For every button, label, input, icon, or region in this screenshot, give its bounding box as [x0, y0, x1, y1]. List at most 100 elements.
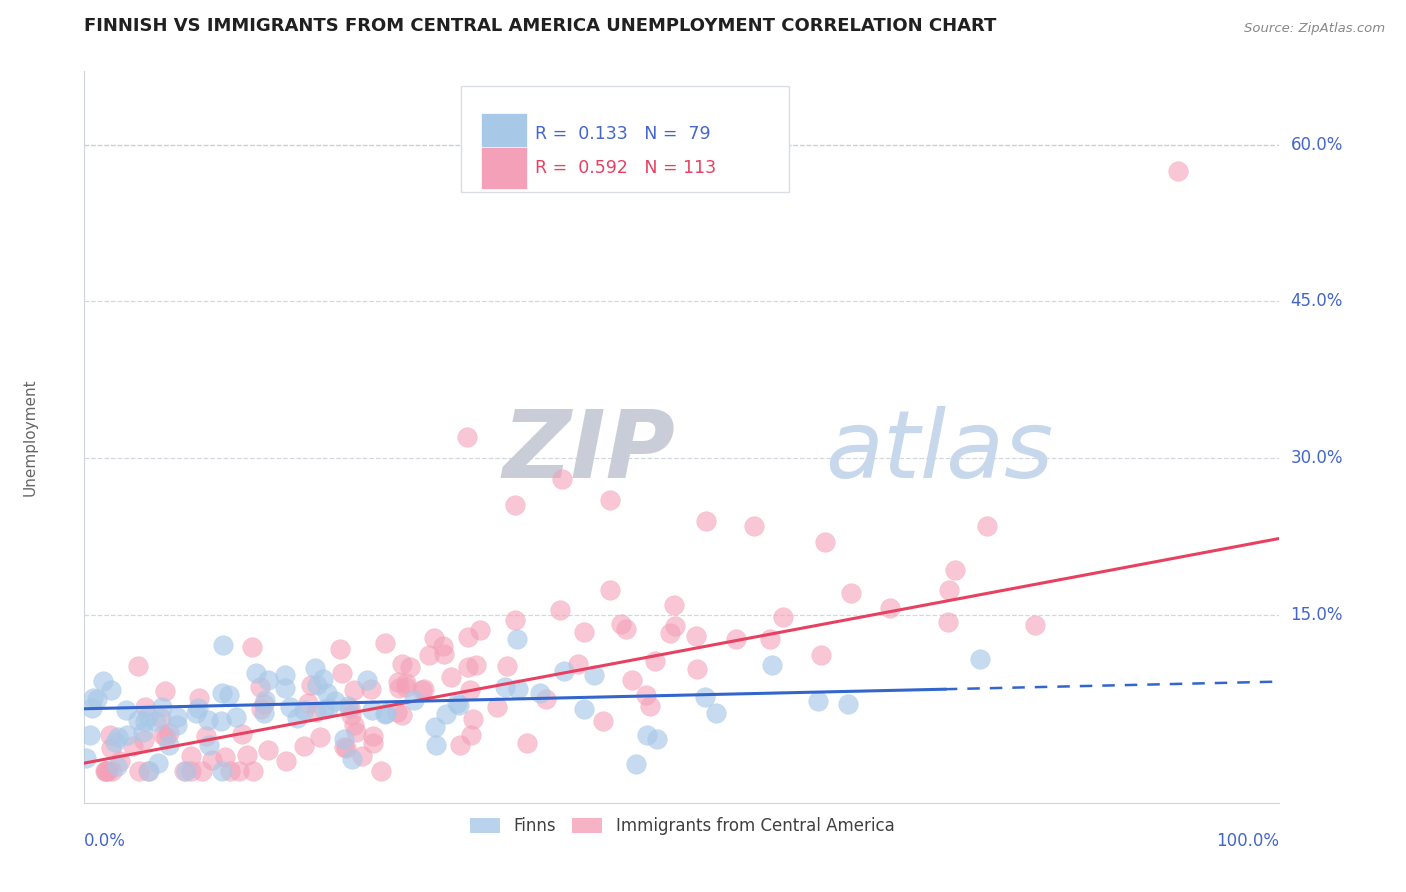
Point — [86, 691, 108, 706]
Point — [470, 623, 492, 637]
Text: 15.0%: 15.0% — [1291, 606, 1343, 624]
Text: 0.0%: 0.0% — [84, 832, 127, 850]
Point — [402, 692, 425, 706]
Point — [249, 681, 271, 695]
Point — [201, 752, 224, 766]
FancyBboxPatch shape — [461, 86, 790, 192]
Point — [440, 670, 463, 684]
Point — [157, 739, 180, 753]
Point — [395, 680, 418, 694]
Point — [614, 623, 637, 637]
Point — [446, 696, 468, 710]
Point — [465, 658, 488, 673]
Point — [686, 662, 709, 676]
Point — [432, 639, 454, 653]
Text: atlas: atlas — [825, 406, 1053, 497]
Point — [572, 702, 595, 716]
Point — [463, 712, 485, 726]
Point — [333, 739, 356, 754]
Point — [79, 728, 101, 742]
Point — [361, 729, 384, 743]
Point — [529, 686, 551, 700]
Point — [285, 711, 308, 725]
Point — [104, 734, 127, 748]
Point — [101, 764, 124, 779]
Point — [374, 706, 396, 720]
Point — [236, 748, 259, 763]
Point — [879, 600, 901, 615]
Point — [132, 724, 155, 739]
Point — [157, 726, 180, 740]
Text: 30.0%: 30.0% — [1291, 449, 1343, 467]
Point — [276, 754, 298, 768]
Point — [231, 727, 253, 741]
Point — [839, 586, 862, 600]
Point — [225, 710, 247, 724]
Point — [330, 665, 353, 680]
Point — [460, 683, 482, 698]
Point — [166, 718, 188, 732]
Point — [742, 519, 765, 533]
Point — [105, 759, 128, 773]
Point — [166, 709, 188, 723]
Point — [191, 764, 214, 779]
Point — [423, 631, 446, 645]
Point — [344, 725, 367, 739]
Point — [312, 673, 335, 687]
Point — [218, 764, 240, 779]
Point — [292, 703, 315, 717]
Point — [495, 659, 517, 673]
Point — [391, 657, 413, 671]
Point — [624, 757, 647, 772]
FancyBboxPatch shape — [481, 147, 527, 189]
Point — [592, 714, 614, 728]
Point — [145, 714, 167, 728]
Point — [516, 736, 538, 750]
Point — [316, 700, 339, 714]
Text: ZIP: ZIP — [503, 406, 675, 498]
Point — [342, 718, 364, 732]
Point — [976, 519, 998, 533]
Text: Unemployment: Unemployment — [22, 378, 38, 496]
Point — [180, 748, 202, 763]
Point — [152, 728, 174, 742]
Point — [644, 654, 666, 668]
Point — [837, 697, 859, 711]
Point — [572, 624, 595, 639]
Point — [361, 703, 384, 717]
Point — [335, 740, 357, 755]
Point — [94, 764, 117, 779]
Point — [620, 673, 643, 687]
Point — [136, 709, 159, 723]
Point — [395, 675, 418, 690]
Point — [75, 751, 97, 765]
FancyBboxPatch shape — [481, 113, 527, 156]
Point — [340, 708, 363, 723]
Point — [772, 609, 794, 624]
Point — [122, 739, 145, 753]
Point — [494, 680, 516, 694]
Point — [759, 632, 782, 646]
Point — [212, 639, 235, 653]
Point — [553, 664, 575, 678]
Point — [149, 711, 172, 725]
Point — [134, 714, 156, 729]
Point — [97, 764, 120, 779]
Point — [398, 660, 420, 674]
Point — [503, 498, 526, 512]
Point — [150, 700, 173, 714]
Point — [810, 648, 832, 662]
Point — [329, 642, 352, 657]
Point — [337, 699, 360, 714]
Point — [1167, 163, 1189, 178]
Point — [312, 702, 335, 716]
Point — [418, 648, 440, 662]
Point — [257, 743, 280, 757]
Point — [370, 764, 392, 779]
Point — [434, 706, 457, 721]
Point — [724, 632, 747, 646]
Text: 60.0%: 60.0% — [1291, 136, 1343, 153]
Point — [305, 678, 328, 692]
Point — [536, 692, 558, 706]
Point — [100, 740, 122, 755]
